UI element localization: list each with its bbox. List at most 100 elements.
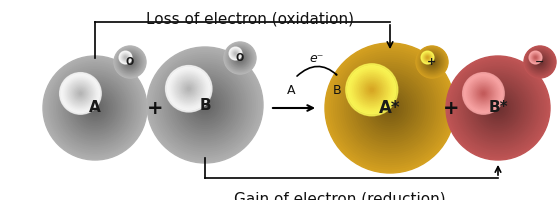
Circle shape xyxy=(224,43,256,73)
Circle shape xyxy=(77,91,83,96)
Circle shape xyxy=(422,52,433,63)
Circle shape xyxy=(368,86,412,130)
Circle shape xyxy=(72,85,118,131)
Circle shape xyxy=(163,62,247,148)
Circle shape xyxy=(361,79,382,100)
Circle shape xyxy=(370,88,409,128)
Circle shape xyxy=(116,48,144,76)
Circle shape xyxy=(79,92,82,95)
Circle shape xyxy=(231,49,240,58)
Circle shape xyxy=(127,59,133,65)
Circle shape xyxy=(234,52,246,64)
Circle shape xyxy=(64,77,97,110)
Circle shape xyxy=(367,85,377,95)
Circle shape xyxy=(177,76,201,101)
Circle shape xyxy=(448,58,548,158)
Circle shape xyxy=(128,59,133,65)
Circle shape xyxy=(120,52,131,63)
Circle shape xyxy=(463,73,504,114)
Circle shape xyxy=(463,73,532,143)
Circle shape xyxy=(529,51,551,73)
Circle shape xyxy=(532,54,539,61)
Circle shape xyxy=(364,82,416,134)
Circle shape xyxy=(172,72,206,106)
Circle shape xyxy=(66,79,124,137)
Circle shape xyxy=(231,49,249,67)
Circle shape xyxy=(172,72,238,138)
Circle shape xyxy=(90,103,100,113)
Circle shape xyxy=(338,56,442,160)
Circle shape xyxy=(340,58,440,158)
Circle shape xyxy=(424,55,439,69)
Circle shape xyxy=(424,54,431,61)
Circle shape xyxy=(427,57,428,58)
Circle shape xyxy=(121,53,130,62)
Circle shape xyxy=(482,92,485,95)
Circle shape xyxy=(491,101,505,115)
Circle shape xyxy=(229,48,242,59)
Text: e⁻: e⁻ xyxy=(310,51,324,64)
Circle shape xyxy=(534,56,537,59)
Circle shape xyxy=(534,56,546,68)
Circle shape xyxy=(423,53,441,71)
Circle shape xyxy=(233,51,238,56)
Circle shape xyxy=(427,57,437,67)
Circle shape xyxy=(232,50,239,57)
Circle shape xyxy=(346,65,433,151)
Circle shape xyxy=(420,50,444,74)
Circle shape xyxy=(479,89,487,98)
Circle shape xyxy=(232,49,248,67)
Circle shape xyxy=(466,75,501,111)
Circle shape xyxy=(234,53,236,54)
Circle shape xyxy=(384,102,397,114)
Circle shape xyxy=(336,54,444,162)
Circle shape xyxy=(535,57,545,67)
Circle shape xyxy=(531,53,540,62)
Circle shape xyxy=(83,96,107,120)
Circle shape xyxy=(360,78,421,138)
Circle shape xyxy=(147,47,263,163)
Circle shape xyxy=(118,50,141,74)
Circle shape xyxy=(74,87,87,100)
Circle shape xyxy=(481,91,515,125)
Circle shape xyxy=(456,66,540,150)
Circle shape xyxy=(151,51,259,159)
Circle shape xyxy=(124,56,136,68)
Circle shape xyxy=(495,105,501,111)
Circle shape xyxy=(43,56,147,160)
Circle shape xyxy=(225,43,255,73)
Circle shape xyxy=(71,84,119,132)
Circle shape xyxy=(178,78,199,100)
Circle shape xyxy=(475,85,492,102)
Circle shape xyxy=(531,53,540,62)
Circle shape xyxy=(192,91,218,119)
Circle shape xyxy=(185,86,224,124)
Circle shape xyxy=(50,63,140,153)
Circle shape xyxy=(62,75,128,141)
Circle shape xyxy=(462,72,534,144)
Circle shape xyxy=(121,53,139,71)
Circle shape xyxy=(474,84,493,103)
Circle shape xyxy=(421,51,443,73)
Circle shape xyxy=(530,52,550,72)
Circle shape xyxy=(60,73,130,143)
Circle shape xyxy=(228,46,252,70)
Circle shape xyxy=(64,77,126,139)
Circle shape xyxy=(122,54,138,70)
Circle shape xyxy=(426,56,429,59)
Circle shape xyxy=(48,61,142,155)
Text: A: A xyxy=(287,84,295,97)
Circle shape xyxy=(128,60,132,64)
Circle shape xyxy=(362,80,418,136)
Circle shape xyxy=(417,47,447,77)
Circle shape xyxy=(197,97,213,113)
Circle shape xyxy=(329,47,451,169)
Circle shape xyxy=(476,85,521,131)
Text: Gain of electron (reduction): Gain of electron (reduction) xyxy=(234,192,446,200)
Circle shape xyxy=(348,66,396,114)
Circle shape xyxy=(129,60,131,64)
Circle shape xyxy=(530,52,541,63)
Circle shape xyxy=(123,55,128,60)
Circle shape xyxy=(538,59,543,65)
Circle shape xyxy=(426,56,438,68)
